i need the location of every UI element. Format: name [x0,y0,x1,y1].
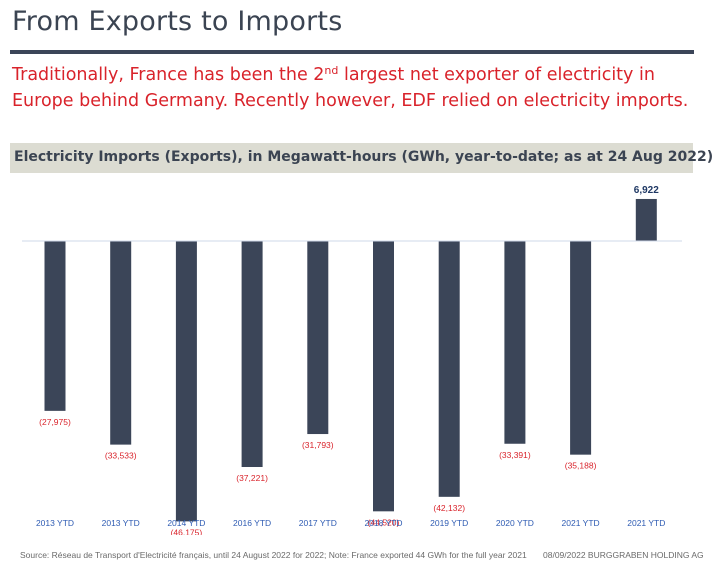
category-label-7: 2019 YTD [430,518,468,528]
bar-5 [307,241,329,435]
data-label-5: (31,793) [302,440,334,450]
bar-2 [110,241,132,445]
footer-date-company: 08/09/2022 BURGGRABEN HOLDING AG [543,550,704,560]
subtitle-text-part2: largest net exporter of electricity in E… [12,65,689,111]
subtitle-text-part1: Traditionally, France has been the 2 [12,65,325,85]
category-label-4: 2016 YTD [233,518,271,528]
category-label-2: 2013 YTD [102,518,140,528]
category-label-6: 2018 YTD [364,518,402,528]
data-label-6: (44,520) [368,517,400,527]
data-label-3: (46,175) [171,527,203,535]
category-label-5: 2017 YTD [299,518,337,528]
category-labels: 2013 YTD 2013 YTD 2014 YTD 2016 YTD 2017 YTD… [36,518,665,528]
bar-series [44,198,657,522]
category-label-9: 2021 YTD [562,518,600,528]
data-label-2: (33,533) [105,451,137,461]
category-label-10: 2021 YTD [627,518,665,528]
bar-8 [504,241,526,444]
bar-1 [44,241,66,411]
category-label-1: 2013 YTD [36,518,74,528]
bar-7 [438,241,460,497]
title-divider [10,50,694,54]
data-label-7: (42,132) [433,503,465,513]
bar-10 [635,198,657,241]
bar-6 [373,241,394,512]
bar-chart: (27,975) (33,533) (46,175) (37,221) (31,793)… [22,185,682,535]
footer-source: Source: Réseau de Transport d'Electricit… [20,550,527,560]
category-label-8: 2020 YTD [496,518,534,528]
data-label-8: (33,391) [499,450,531,460]
bar-4 [241,241,263,468]
subtitle-superscript: nd [324,64,339,77]
data-label-4: (37,221) [236,473,268,483]
category-label-3: 2014 YTD [167,518,205,528]
data-label-9: (35,188) [565,461,597,471]
slide-title: From Exports to Imports [12,6,343,37]
bar-3 [175,241,197,522]
bar-9 [570,241,592,455]
chart-heading-band: Electricity Imports (Exports), in Megawa… [10,143,713,173]
slide-subtitle: Traditionally, France has been the 2nd l… [12,62,702,114]
data-labels: (27,975) (33,533) (46,175) (37,221) (31,793)… [39,185,659,535]
data-label-10: 6,922 [634,185,659,196]
chart-heading: Electricity Imports (Exports), in Megawa… [14,149,714,165]
data-label-1: (27,975) [39,417,71,427]
